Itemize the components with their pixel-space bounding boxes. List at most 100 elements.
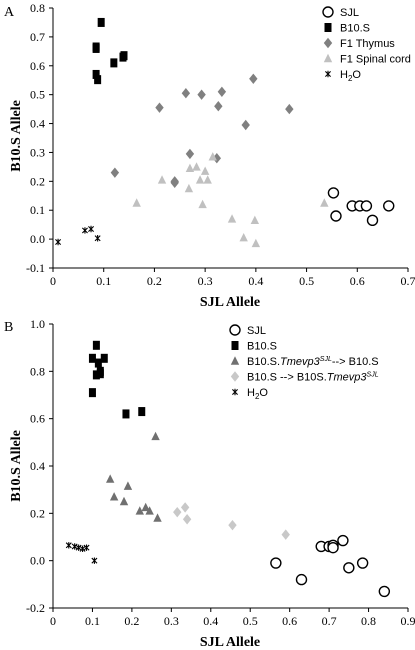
panel-a-y-tick-label: 0.4	[30, 117, 45, 131]
panel-a-point-f1-spinal-cord	[250, 215, 260, 225]
panel-b-point-sjl	[327, 541, 339, 554]
panel-b-legend-label-b10-s-tmevp3-sjl-b10-s: B10.S.Tmevp3SJL--> B10.S	[247, 356, 379, 368]
panel-b-legend-marker-b10-s-tmevp3-sjl-b10-s	[230, 356, 240, 365]
panel-a-series-sjl	[327, 187, 395, 227]
panel-a-point-f1-spinal-cord	[185, 163, 195, 173]
panel-a-point-f1-spinal-cord	[320, 198, 329, 207]
panel-a-point-f1-thymus	[214, 101, 223, 112]
panel-b-point-b10-s	[138, 407, 146, 417]
panel-b-y-tick-label: 1.0	[30, 317, 45, 331]
panel-a-legend-label-f1-spinal-cord: F1 Spinal cord	[340, 54, 411, 66]
panel-a-point-b10-s	[94, 75, 102, 85]
panel-b-x-tick-label: 0.2	[124, 614, 139, 628]
panel-b-y-tick-label: 0.8	[30, 364, 45, 378]
panel-a-legend-label-h2o: H2O	[340, 69, 361, 83]
panel-a-y-tick-label: 0.8	[30, 1, 45, 15]
panel-a-series-b10-s	[92, 17, 128, 85]
panel-a-label: A	[4, 5, 15, 20]
panel-b-legend-marker-sjl	[229, 324, 241, 336]
panel-b-point-h2o	[83, 544, 90, 551]
panel-a-y-tick-label: 0.6	[30, 59, 45, 73]
panel-a-y-tick-label: -0.1	[26, 261, 45, 275]
panel-a-series-f1-thymus	[110, 73, 294, 188]
panel-b-point-sjl	[295, 573, 308, 586]
panel-b-legend-label-b10-s: B10.S	[247, 341, 277, 353]
panel-a-point-sjl	[383, 200, 395, 212]
panel-b-legend-label-h2o: H2O	[247, 387, 268, 401]
panel-b-point-h2o	[75, 544, 82, 551]
panel-b-point-b10-s	[88, 353, 96, 363]
panel-b-point-b10-s	[92, 340, 100, 350]
panel-a-x-tick-label: 0.4	[248, 274, 263, 288]
panel-a-series-h2o	[55, 225, 101, 246]
panel-a-point-sjl	[330, 210, 342, 222]
panel-a-point-f1-thymus	[212, 153, 222, 164]
panel-b-series-b10-s	[88, 340, 146, 419]
panel-b-x-tick-label: 0.6	[282, 614, 297, 628]
panel-b-point-b10-s-b10s-tmevp3-sjl	[228, 519, 237, 531]
panel-b-point-b10-s-tmevp3-sjl-b10-s	[141, 502, 150, 512]
panel-b-y-tick-label: 0.6	[30, 412, 45, 426]
panel-b-x-tick-label: 0	[50, 614, 56, 628]
panel-b-x-tick-label: 0.8	[361, 614, 376, 628]
panel-a-point-f1-thymus	[285, 103, 294, 115]
panel-b-y-tick-label: 0.2	[30, 506, 45, 520]
panel-b-point-b10-s	[94, 358, 102, 368]
panel-b-x-axis-title: SJL Allele	[200, 635, 260, 650]
panel-b-point-b10-s-tmevp3-sjl-b10-s	[135, 506, 144, 515]
panel-b-point-b10-s-tmevp3-sjl-b10-s	[105, 474, 115, 483]
panel-b-point-b10-s	[122, 409, 130, 419]
panel-a-point-sjl	[360, 200, 373, 212]
panel-a-series-f1-spinal-cord	[132, 152, 329, 248]
panel-a-point-f1-spinal-cord	[203, 175, 212, 184]
panel-a-point-h2o	[81, 227, 88, 234]
panel-a-point-f1-thymus	[110, 167, 120, 178]
panel-b-legend-label-b10-s-b10s-tmevp3-sjl: B10.S --> B10S.Tmevp3SJL	[247, 372, 379, 384]
panel-a-y-tick-label: 0.1	[30, 203, 45, 217]
panel-b-series-sjl	[270, 534, 391, 598]
panel-a-x-tick-label: 0.5	[299, 274, 314, 288]
panel-b-x-tick-label: 0.7	[322, 614, 337, 628]
panel-a-point-f1-spinal-cord	[198, 199, 207, 209]
panel-a-point-f1-thymus	[241, 119, 250, 131]
panel-b-legend-marker-b10-s	[231, 341, 239, 350]
panel-b-legend-marker-h2o	[232, 388, 238, 396]
panel-a-y-tick-label: 0.0	[30, 232, 45, 246]
panel-a-point-f1-spinal-cord	[184, 183, 194, 193]
panel-b-y-tick-label: 0.0	[30, 554, 45, 568]
panel-a-legend-marker-h2o	[325, 70, 331, 78]
panel-a-legend-marker-b10-s	[324, 23, 332, 32]
panel-b-series-b10-s-tmevp3-sjl-b10-s	[105, 431, 162, 522]
panel-b-legend-label-sjl: SJL	[247, 325, 266, 337]
panel-a-x-tick-label: 0.1	[96, 274, 111, 288]
panel-a-point-f1-spinal-cord	[195, 175, 205, 184]
panel-a-y-axis-title: B10.S Allele	[9, 100, 24, 172]
panel-b-point-sjl	[378, 585, 391, 598]
panel-a-point-f1-spinal-cord	[132, 198, 141, 207]
panel-a-point-b10-s	[92, 43, 100, 53]
panel-a-point-f1-spinal-cord	[192, 162, 201, 171]
panel-a-x-axis-title: SJL Allele	[200, 295, 260, 310]
panel-b-x-tick-label: 0.1	[85, 614, 100, 628]
panel-b-legend: SJL B10.S B10.S.Tmevp3SJL--> B10.S B10.S --…	[229, 324, 379, 401]
panel-b-point-b10-s-tmevp3-sjl-b10-s	[119, 496, 129, 506]
panel-a-legend-label-sjl: SJL	[340, 7, 359, 19]
panel-b-point-h2o	[71, 543, 78, 550]
panel-a-scatter: 0 0.1 0.2 0.3 0.4 0.5 0.6 0.7 -0.1 0.0 0.1 0.2 0.3 0.…	[4, 1, 415, 310]
panel-b-point-sjl	[337, 534, 349, 547]
panel-b-label: B	[4, 320, 13, 335]
panel-b-point-b10-s	[96, 369, 104, 379]
panel-a-legend-label-b10-s: B10.S	[340, 23, 370, 35]
panel-a-point-f1-thymus	[197, 89, 206, 100]
panel-a-point-f1-spinal-cord	[251, 238, 261, 248]
panel-a-x-tick-label: 0.3	[198, 274, 213, 288]
panel-b-point-h2o	[79, 545, 86, 553]
panel-b-point-h2o	[65, 542, 72, 549]
panel-b-point-b10-s	[92, 370, 100, 380]
panel-a-point-f1-thymus	[185, 148, 195, 160]
panel-b-x-tick-label: 0.3	[164, 614, 179, 628]
panel-a-y-tick-label: 0.2	[30, 174, 45, 188]
panel-b-scatter: 0 0.1 0.2 0.3 0.4 0.5 0.6 0.7 0.8 0.9 -0.2 0.0 0.2 0.…	[4, 317, 415, 650]
panel-a-legend-label-f1-thymus: F1 Thymus	[340, 38, 395, 50]
